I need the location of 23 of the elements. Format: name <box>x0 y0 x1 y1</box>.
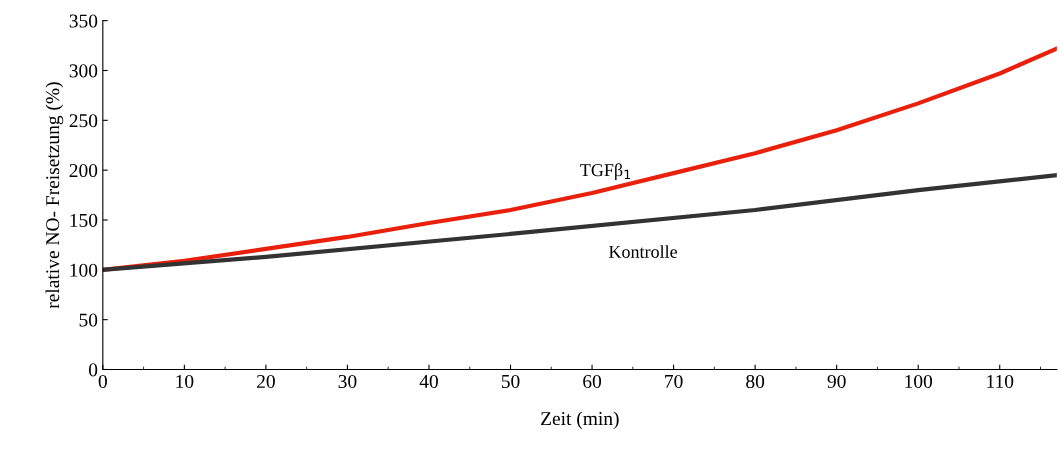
x-tick-label: 50 <box>501 374 520 389</box>
x-tick-label: 30 <box>338 374 357 389</box>
y-tick-label: 350 <box>69 14 98 28</box>
y-tick-label: 100 <box>70 263 98 277</box>
x-tick-label: 60 <box>583 374 602 389</box>
y-tick-label: 250 <box>69 114 98 128</box>
y-axis-title: relative NO- Freisetzung (%) <box>45 82 64 309</box>
series-label: TGFβ$_{1}$ <box>580 163 631 180</box>
y-tick-label: 200 <box>69 163 98 178</box>
y-tick-label: 300 <box>69 64 98 78</box>
y-tick-label: 50 <box>79 313 98 327</box>
series-label: Kontrolle <box>608 245 678 258</box>
x-tick-label: 100 <box>905 374 933 389</box>
x-tick-label: 20 <box>257 374 275 389</box>
x-axis-title: Zeit (min) <box>541 411 619 430</box>
x-tick-label: 80 <box>746 374 765 389</box>
x-tick-label: 110 <box>987 374 1014 389</box>
x-tick-label: 90 <box>827 374 846 389</box>
y-tick-label: 0 <box>88 363 98 377</box>
x-tick-label: 70 <box>665 374 683 389</box>
x-tick-label: 40 <box>419 374 438 389</box>
x-tick-label: 10 <box>176 374 194 389</box>
y-tick-label: 150 <box>70 213 98 227</box>
